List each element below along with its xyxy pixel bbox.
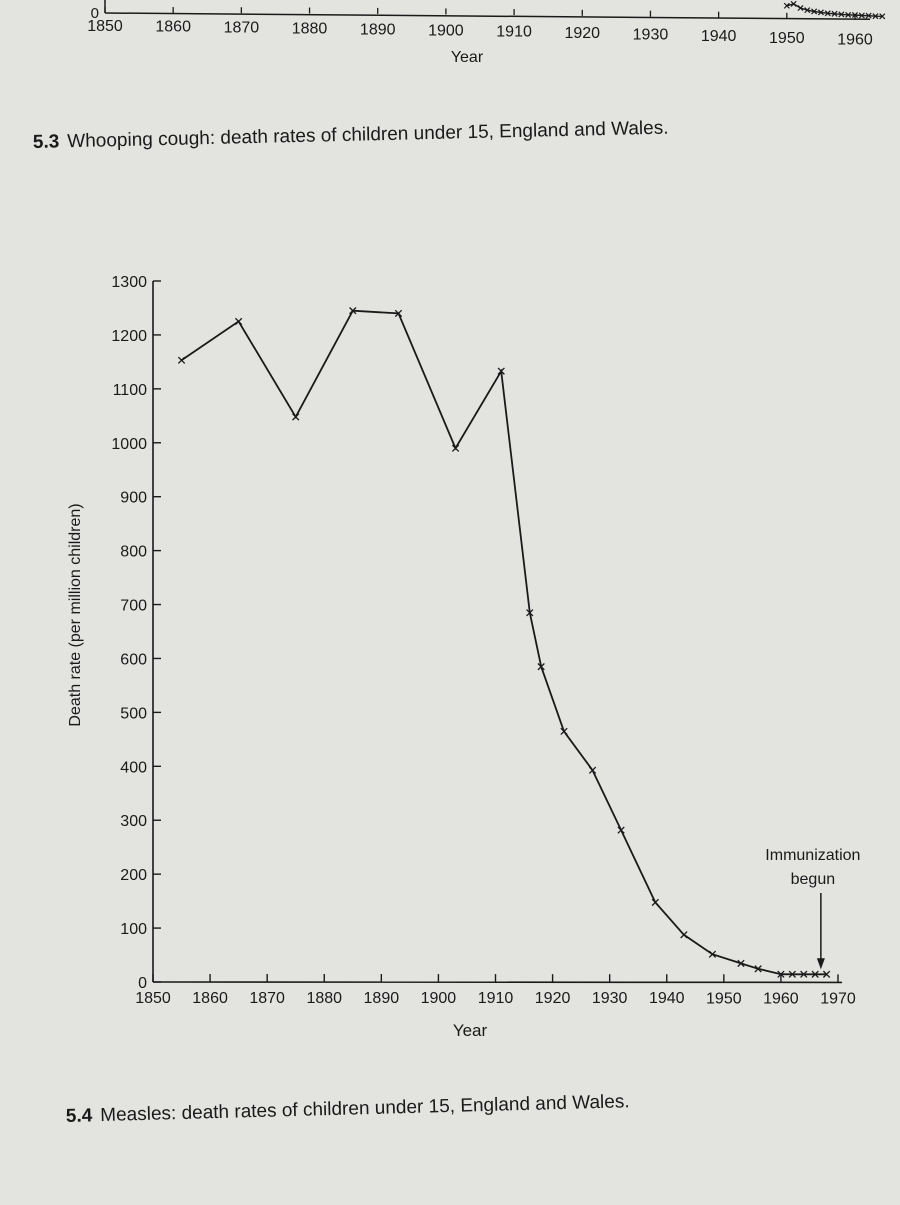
caption-5-4-number: 5.4 [66, 1105, 93, 1127]
x-tick-label: 1940 [649, 990, 685, 1007]
y-axis-label: Death rate (per million children) [67, 503, 84, 726]
y-tick-label: 600 [120, 651, 147, 668]
y-tick-label: 1000 [111, 436, 147, 453]
data-point [618, 827, 624, 833]
y-tick-label: 500 [120, 705, 147, 722]
x-tick-label: 1890 [364, 990, 400, 1007]
top-x-tick-label: 1860 [155, 19, 191, 36]
top-x-tick-label: 1940 [701, 28, 737, 45]
data-point [293, 414, 299, 420]
top-x-tick-label: 1910 [496, 24, 532, 41]
data-point [589, 767, 595, 773]
top-x-tick-label: 1900 [428, 22, 464, 39]
annotation-arrowhead [817, 958, 825, 969]
caption-5-4-text: Measles: death rates of children under 1… [100, 1091, 630, 1126]
data-point [235, 318, 241, 324]
x-tick-label: 1970 [820, 990, 856, 1007]
top-series-points [784, 1, 885, 19]
y-tick-label: 1100 [113, 382, 148, 399]
x-tick-label: 1850 [135, 990, 171, 1007]
x-axis-label: Year [453, 1021, 488, 1040]
y-tick-label: 400 [120, 759, 147, 776]
top-x-tick-label: 1950 [769, 30, 805, 47]
top-x-tick-label: 1930 [633, 27, 669, 44]
y-tick-label: 900 [120, 490, 147, 507]
y-tick-label: 800 [120, 544, 147, 561]
chart-measles: 0100200300400500600700800900100011001200… [67, 274, 860, 1040]
top-x-tick-label: 1850 [87, 18, 123, 35]
x-tick-label: 1950 [706, 990, 742, 1007]
y-tick-label: 100 [120, 921, 147, 938]
top-x-axis [105, 13, 870, 19]
top-x-tick-label: 1920 [564, 25, 600, 42]
caption-5-4: 5.4 Measles: death rates of children unde… [66, 1091, 630, 1127]
y-tick-label: 300 [120, 813, 147, 830]
x-tick-label: 1900 [421, 990, 457, 1007]
annotation-line-2: begun [791, 871, 836, 888]
x-tick-label: 1870 [249, 990, 285, 1007]
top-x-tick-label: 1960 [837, 32, 873, 49]
x-tick-label: 1880 [306, 990, 342, 1007]
top-x-tick-label: 1870 [224, 19, 260, 36]
y-tick-label: 200 [120, 867, 147, 884]
top-x-tick-label: 1890 [360, 21, 396, 38]
caption-5-3-number: 5.3 [33, 131, 60, 153]
data-point [681, 932, 687, 938]
top-x-tick-label: 1880 [292, 20, 328, 37]
data-point [652, 899, 658, 905]
annotation-line-1: Immunization [765, 847, 860, 864]
x-tick-label: 1860 [192, 990, 228, 1007]
y-tick-label: 1300 [111, 274, 147, 291]
y-tick-label: 700 [120, 598, 147, 615]
series-points [178, 307, 829, 977]
x-tick-label: 1930 [592, 990, 628, 1007]
immunization-annotation: Immunization begun [765, 847, 860, 969]
top-x-axis-label: Year [451, 49, 484, 66]
data-point [178, 357, 184, 363]
x-tick-label: 1960 [763, 990, 799, 1007]
caption-5-3-text: Whooping cough: death rates of children … [67, 118, 669, 153]
x-tick-label: 1920 [535, 990, 571, 1007]
caption-5-3: 5.3 Whooping cough: death rates of childr… [33, 118, 669, 153]
x-tick-label: 1910 [478, 990, 514, 1007]
series-line [182, 311, 827, 975]
y-tick-label: 1200 [111, 328, 147, 345]
x-ticks: 1850 1860 1870 1880 1890 1900 1910 1920 1930 1940… [135, 974, 856, 1007]
